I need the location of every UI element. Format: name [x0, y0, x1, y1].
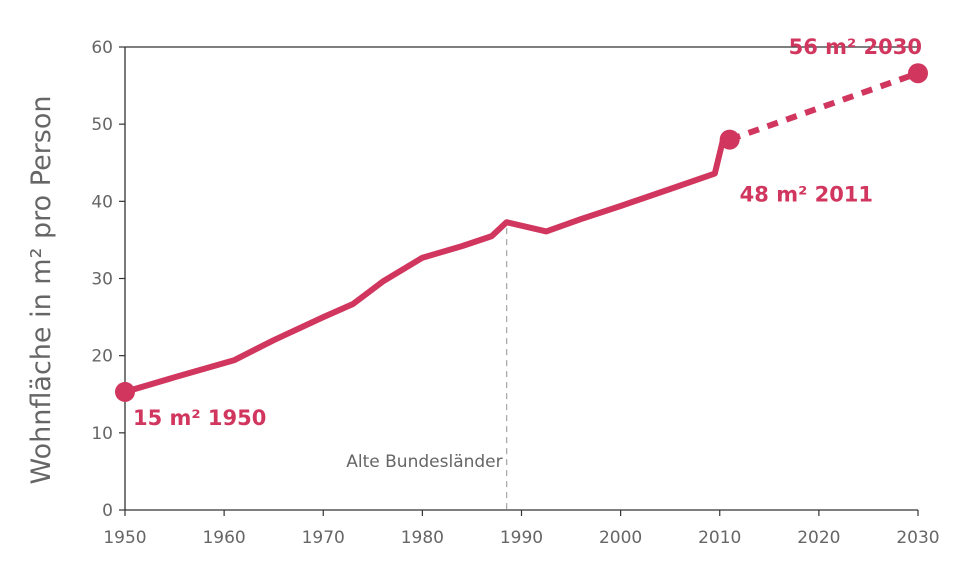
x-tick-label: 2020 [797, 528, 840, 548]
y-axis-label: Wohnfläche in m² pro Person [26, 96, 57, 485]
data-point-label: 56 m² 2030 [789, 35, 922, 59]
x-tick-label: 1980 [401, 528, 444, 548]
y-axis-ticks: 0 10 20 30 40 50 60 [91, 38, 125, 521]
reference-line-label: Alte Bundesländer [346, 452, 502, 472]
historical-line [122, 136, 733, 395]
y-tick-label: 60 [91, 38, 113, 58]
y-tick-label: 10 [91, 424, 113, 444]
annotations: 15 m² 1950 48 m² 2011 56 m² 2030 [133, 35, 922, 430]
x-tick-label: 1960 [202, 528, 245, 548]
x-tick-label: 2010 [698, 528, 741, 548]
reference-line: Alte Bundesländer [346, 228, 508, 510]
x-tick-label: 2030 [896, 528, 939, 548]
y-tick-label: 0 [102, 501, 113, 521]
x-tick-label: 2000 [599, 528, 642, 548]
x-axis-ticks: 1950 1960 1970 1980 1990 2000 2010 2020 2030 [103, 510, 940, 548]
y-tick-label: 40 [91, 192, 113, 212]
x-tick-label: 1990 [500, 528, 543, 548]
data-point-marker [719, 129, 740, 150]
axes [124, 46, 918, 511]
series-lines [122, 70, 919, 395]
highlight-points [115, 63, 928, 402]
y-tick-label: 30 [91, 270, 113, 290]
y-tick-label: 50 [91, 115, 113, 135]
data-point-label: 48 m² 2011 [740, 183, 873, 207]
x-tick-label: 1950 [103, 528, 146, 548]
y-tick-label: 20 [91, 347, 113, 367]
data-point-marker [908, 63, 928, 84]
data-point-marker [115, 381, 135, 402]
data-point-label: 15 m² 1950 [133, 406, 266, 430]
projection-line [728, 70, 919, 143]
x-tick-label: 1970 [302, 528, 345, 548]
